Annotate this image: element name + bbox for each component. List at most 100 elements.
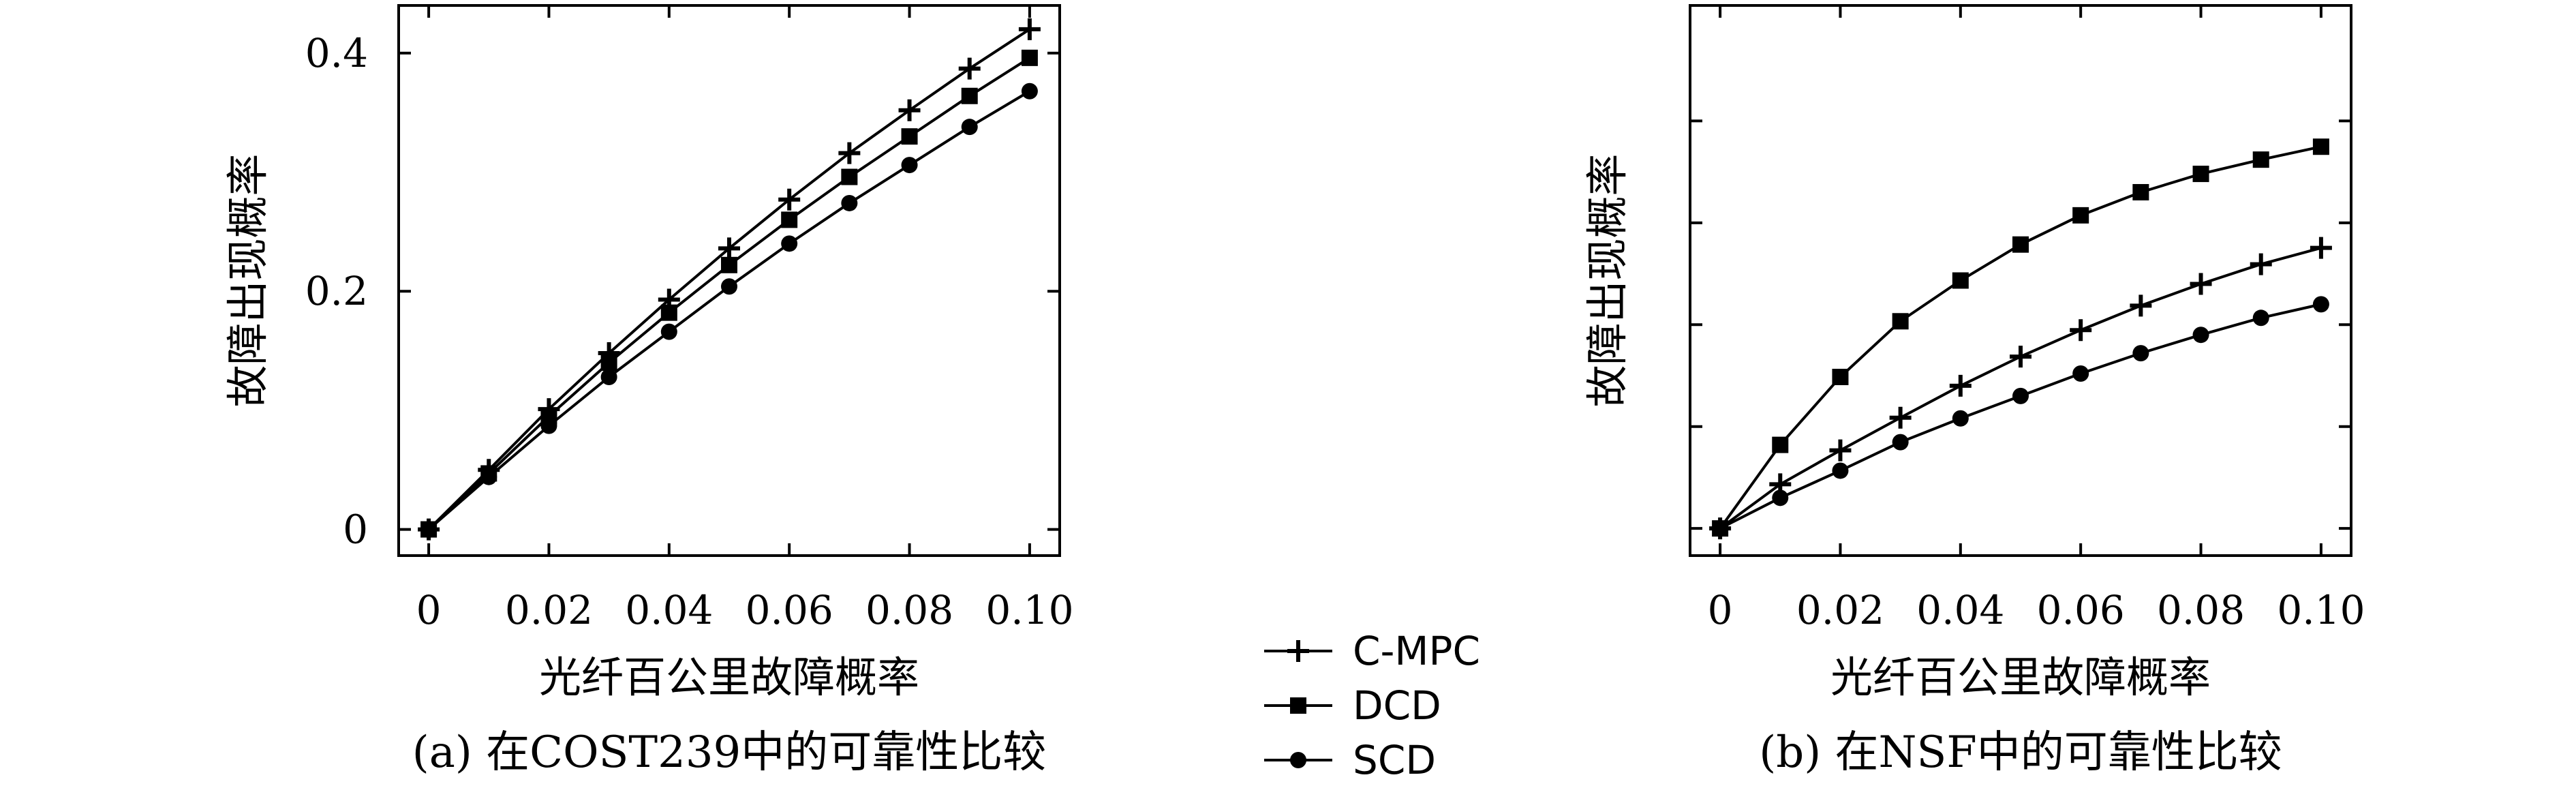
data-point-scd (721, 278, 737, 295)
data-point-dcd (1772, 436, 1789, 453)
data-point-c-mpc (2070, 319, 2092, 342)
data-point-dcd (2192, 166, 2209, 183)
data-point-scd (781, 235, 798, 252)
data-point-scd (1772, 489, 1789, 507)
data-point-c-mpc (838, 142, 861, 164)
x-tick-label: 0.02 (1796, 587, 1884, 633)
data-point-dcd (1832, 368, 1849, 385)
data-point-c-mpc (2310, 237, 2332, 259)
x-axis-title: 光纤百公里故障概率 (539, 652, 919, 702)
legend-marker-dcd-shape (1290, 697, 1306, 714)
data-point-scd (1712, 520, 1729, 537)
series-line-dcd (1719, 145, 2322, 530)
data-point-c-mpc (2190, 273, 2212, 295)
x-tick-label: 0.10 (2277, 587, 2365, 633)
x-tick-label: 0.06 (2037, 587, 2125, 633)
x-tick-label: 0.08 (865, 587, 953, 633)
data-point-scd (480, 468, 497, 485)
data-point-dcd (2072, 207, 2089, 224)
data-point-dcd (2312, 138, 2329, 155)
data-point-scd (540, 417, 557, 434)
plot-frame (1689, 4, 2352, 557)
data-point-scd (600, 368, 617, 385)
legend: C-MPC DCD SCD (1264, 628, 1480, 783)
data-point-scd (1021, 82, 1038, 100)
legend-label-scd: SCD (1353, 737, 1436, 783)
data-point-c-mpc (1889, 406, 1912, 429)
data-point-dcd (1892, 313, 1909, 330)
legend-marker-scd-shape (1290, 752, 1306, 768)
x-tick-label: 0.04 (1916, 587, 2004, 633)
data-point-scd (2012, 387, 2029, 404)
chart-b: 0 0.02 0.04 0.06 0.08 0.10 光纤百公里故障概率 故障出现概率 (b) … (1582, 4, 2365, 778)
data-point-scd (961, 119, 978, 136)
chart-caption: (a) 在COST239中的可靠性比较 (412, 727, 1047, 778)
data-point-c-mpc (958, 57, 981, 80)
x-tick-label: 0.06 (746, 587, 833, 633)
data-point-dcd (961, 87, 978, 104)
data-point-c-mpc (2250, 253, 2272, 275)
data-point-c-mpc (778, 188, 801, 211)
data-point-scd (1952, 410, 1969, 427)
data-point-scd (2132, 345, 2149, 362)
data-point-scd (1892, 434, 1909, 451)
data-point-c-mpc (898, 99, 921, 121)
chart-caption: (b) 在NSF中的可靠性比较 (1759, 727, 2282, 778)
data-point-scd (2072, 365, 2089, 382)
data-point-scd (420, 521, 438, 538)
x-tick-label: 0 (1708, 587, 1733, 633)
data-point-dcd (1021, 49, 1038, 66)
data-point-scd (841, 194, 858, 211)
x-tick-label: 0 (416, 587, 442, 633)
data-point-scd (901, 157, 918, 174)
y-axis-title: 故障出现概率 (223, 153, 273, 407)
series-scd (1712, 296, 2329, 537)
y-axis-title: 故障出现概率 (1582, 153, 1632, 407)
legend-label-dcd: DCD (1353, 682, 1441, 729)
legend-label-c-mpc: C-MPC (1353, 628, 1480, 674)
data-point-dcd (1952, 272, 1969, 289)
series-line-scd (427, 90, 1030, 531)
data-point-dcd (600, 354, 617, 372)
data-point-scd (2312, 296, 2329, 313)
data-point-dcd (721, 256, 737, 273)
y-tick-label: 0.4 (305, 30, 368, 76)
legend-entry-c-mpc: C-MPC (1264, 628, 1480, 674)
data-point-c-mpc (2130, 294, 2152, 317)
x-tick-label: 0.04 (625, 587, 713, 633)
data-point-dcd (781, 211, 798, 228)
data-point-c-mpc (1949, 374, 1972, 397)
data-point-dcd (2132, 183, 2149, 200)
data-point-scd (660, 323, 677, 340)
data-point-dcd (841, 168, 858, 185)
data-point-dcd (660, 304, 677, 321)
legend-marker-c-mpc-shape (1287, 640, 1309, 662)
x-axis-title: 光纤百公里故障概率 (1830, 652, 2211, 702)
x-tick-label: 0.10 (985, 587, 1073, 633)
data-point-dcd (2252, 151, 2269, 168)
series-line-scd (1719, 303, 2322, 530)
y-tick-label: 0.2 (305, 268, 368, 314)
data-point-dcd (2012, 236, 2029, 253)
y-tick-label: 0 (343, 507, 368, 553)
legend-marker-dcd (1290, 697, 1306, 714)
chart-a: 0 0.02 0.04 0.06 0.08 0.10 0 0.2 0.4 光纤百公里故障概率 故障出… (223, 4, 1073, 778)
legend-entry-dcd: DCD (1264, 682, 1441, 729)
plot-frame (397, 4, 1061, 557)
legend-marker-scd (1290, 752, 1306, 768)
data-point-c-mpc (718, 237, 740, 260)
data-point-c-mpc (1829, 439, 1852, 462)
x-tick-label: 0.02 (505, 587, 593, 633)
data-point-c-mpc (1018, 18, 1041, 40)
series-scd (420, 82, 1038, 538)
data-point-scd (2192, 327, 2209, 344)
legend-marker-c-mpc (1287, 640, 1309, 662)
x-tick-label: 0.08 (2157, 587, 2245, 633)
data-point-scd (1832, 462, 1849, 479)
data-point-scd (2252, 309, 2269, 327)
legend-entry-scd: SCD (1264, 737, 1436, 783)
data-point-dcd (901, 128, 918, 145)
data-point-c-mpc (2010, 346, 2031, 368)
series-dcd (1712, 138, 2329, 537)
